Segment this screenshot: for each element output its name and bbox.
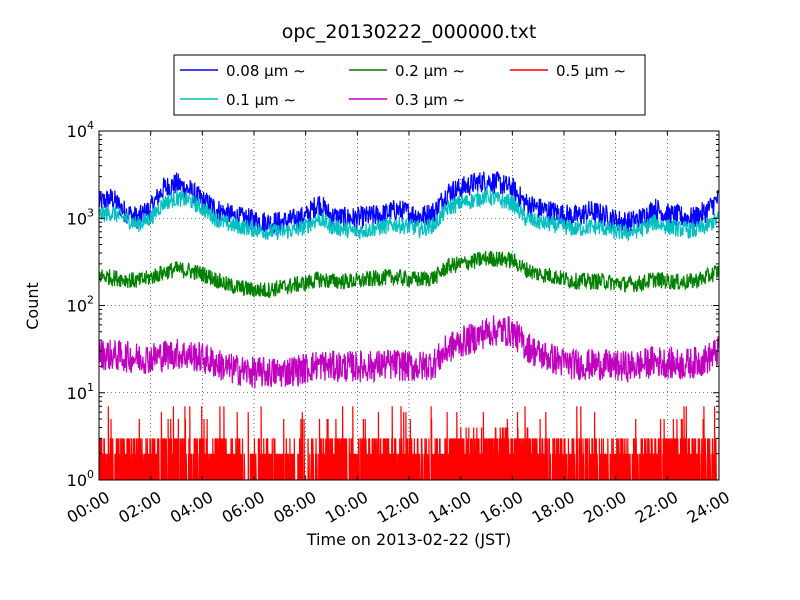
series-line [99,250,719,298]
y-tick-label: 103 [67,206,94,228]
y-tick-labels: 100 101 102 103 104 [67,119,94,490]
series-layer [99,171,719,480]
legend-label: 0.2 μm ∼ [395,62,465,80]
axis-ticks [98,130,720,481]
legend: 0.08 μm ∼ 0.1 μm ∼ 0.2 μm ∼ 0.3 μm ∼ 0.5 μm … [173,54,646,116]
series-line [99,315,719,389]
legend-label: 0.1 μm ∼ [226,91,296,109]
legend-label: 0.3 μm ∼ [395,91,465,109]
series-line [99,406,719,480]
series-line [99,187,719,243]
legend-frame [173,54,646,116]
y-tick-label: 102 [67,294,94,316]
legend-label: 0.5 μm ∼ [556,62,626,80]
chart-title: opc_20130222_000000.txt [282,21,537,43]
y-tick-label: 100 [67,468,94,490]
legend-label: 0.08 μm ∼ [226,62,306,80]
y-tick-label: 101 [67,381,94,403]
y-tick-label: 104 [67,119,94,141]
grid-lines [99,131,719,480]
y-axis-label: Count [23,282,42,330]
x-axis-label: Time on 2013-02-22 (JST) [306,530,511,549]
